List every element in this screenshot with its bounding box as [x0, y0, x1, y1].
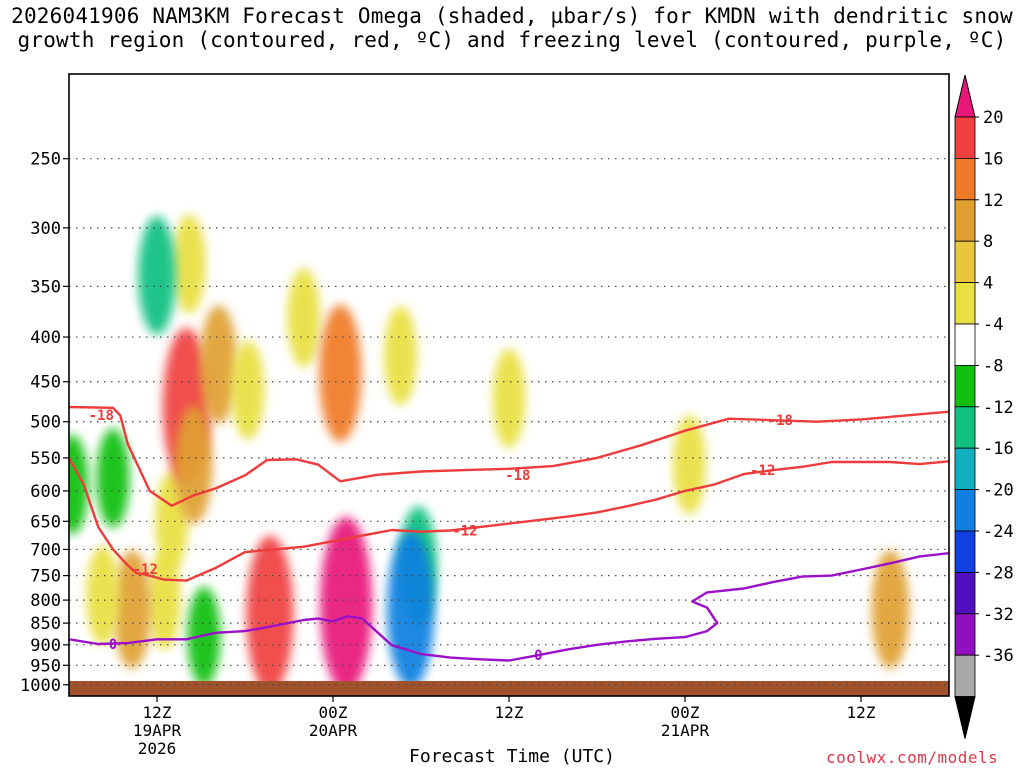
x-tick-label-0: 12Z 19APR 2026	[132, 703, 182, 758]
y-tick-label-450: 450	[30, 373, 61, 393]
contour-0-2	[69, 552, 949, 662]
colorbar-label-4: 4	[983, 274, 993, 294]
omega-cell-0	[147, 550, 181, 650]
colorbar-bin-4	[954, 240, 976, 283]
y-tick-label-1000: 1000	[20, 676, 61, 696]
omega-cell-18	[69, 434, 89, 535]
colorbar-label-13: -36	[983, 646, 1014, 666]
colorbar-label-2: 12	[983, 191, 1003, 211]
colorbar-bin-14	[954, 654, 976, 698]
colorbar-bin-12	[954, 572, 976, 615]
colorbar-bin-11	[954, 530, 976, 573]
omega-cell-17	[138, 216, 176, 335]
colorbar-label-10: -24	[983, 522, 1014, 542]
omega-cell-10	[287, 267, 321, 368]
colorbar-label-0: 20	[983, 108, 1003, 128]
omega-cell-6	[172, 214, 206, 314]
omega-cell-11	[319, 304, 362, 443]
pressure-axis: 2503003504004505005506006507007508008509…	[20, 150, 69, 696]
x-tick-label-3: 00Z 21APR	[660, 703, 710, 740]
ground-fill	[69, 680, 949, 696]
colorbar-bin-1	[954, 116, 976, 159]
contour--18-0	[69, 405, 949, 507]
y-tick-label-800: 800	[30, 591, 61, 611]
y-tick-label-250: 250	[30, 150, 61, 170]
omega-cell-14	[492, 348, 526, 448]
colorbar-bin-13	[954, 613, 976, 656]
colorbar-label-11: -28	[983, 563, 1014, 583]
contour-label-2: -18	[768, 413, 793, 429]
y-tick-label-500: 500	[30, 413, 61, 433]
omega-colorbar: 20 16 12 8 4 -4 -8 -12 -16 -20 -24 -28 -32 -36	[954, 74, 1014, 739]
y-tick-label-850: 850	[30, 614, 61, 634]
omega-cell-13	[384, 305, 417, 406]
colorbar-bin-7	[954, 364, 976, 408]
ground-layer	[69, 680, 949, 696]
x-tick-label-1: 00Z 20APR	[308, 703, 358, 740]
time-axis-ticks	[156, 696, 862, 702]
x-tick-label-2: 12Z	[494, 703, 524, 722]
omega-cell-15	[673, 415, 706, 515]
source-credit: coolwx.com/models	[826, 748, 999, 767]
contour-label-1: -18	[505, 468, 530, 484]
omega-cell-16	[871, 550, 910, 669]
contour-label-7: 0	[534, 648, 542, 664]
colorbar-top-arrow	[954, 74, 976, 118]
colorbar-bin-2	[954, 157, 976, 201]
y-tick-label-400: 400	[30, 328, 61, 348]
colorbar-label-12: -32	[983, 605, 1014, 625]
colorbar-bin-5	[954, 282, 976, 325]
omega-cell-2	[86, 545, 120, 645]
omega-cell-19	[96, 428, 130, 528]
y-tick-label-300: 300	[30, 219, 61, 239]
x-axis-label: Forecast Time (UTC)	[409, 746, 615, 767]
y-tick-label-550: 550	[30, 449, 61, 469]
colorbar-bin-3	[954, 199, 976, 242]
omega-cell-8	[231, 340, 265, 440]
colorbar-bin-6	[954, 323, 976, 366]
contour-labels: -18 -18 -18 -12 -12 -12 0 0	[89, 408, 793, 664]
omega-cell-5	[174, 405, 213, 524]
omega-cell-9	[246, 535, 294, 693]
y-tick-label-350: 350	[30, 277, 61, 297]
colorbar-label-1: 16	[983, 149, 1003, 169]
contour-label-6: 0	[109, 637, 117, 653]
colorbar-label-8: -16	[983, 439, 1014, 459]
colorbar-bin-9	[954, 447, 976, 491]
y-tick-label-650: 650	[30, 512, 61, 532]
omega-cell-1	[113, 550, 151, 669]
contour--18-1	[69, 457, 949, 582]
colorbar-label-7: -12	[983, 398, 1014, 418]
chart-title-line-2: growth region (contoured, red, ºC) and f…	[17, 28, 1007, 52]
y-tick-label-700: 700	[30, 540, 61, 560]
omega-cell-12	[320, 516, 373, 693]
contour-lines	[69, 405, 949, 662]
omega-shading-layer	[69, 214, 910, 693]
y-tick-label-600: 600	[30, 482, 61, 502]
colorbar-bin-8	[954, 406, 976, 449]
omega-cell-21	[387, 531, 435, 688]
contour-label-3: -12	[133, 562, 158, 578]
contour-label-4: -12	[452, 524, 477, 540]
x-tick-label-4: 12Z	[846, 703, 876, 722]
y-tick-label-750: 750	[30, 567, 61, 587]
chart-title-line-1: 2026041906 NAM3KM Forecast Omega (shaded…	[11, 4, 1013, 28]
colorbar-label-6: -8	[983, 356, 1003, 376]
colorbar-label-9: -20	[983, 481, 1014, 501]
omega-cell-7	[199, 305, 238, 424]
y-tick-label-900: 900	[30, 636, 61, 656]
colorbar-label-5: -4	[983, 315, 1003, 335]
colorbar-bin-10	[954, 489, 976, 532]
colorbar-label-3: 8	[983, 232, 993, 252]
colorbar-bottom-arrow	[954, 696, 976, 739]
y-tick-label-950: 950	[30, 656, 61, 676]
contour-label-0: -18	[89, 408, 114, 424]
contour-label-5: -12	[750, 463, 775, 479]
